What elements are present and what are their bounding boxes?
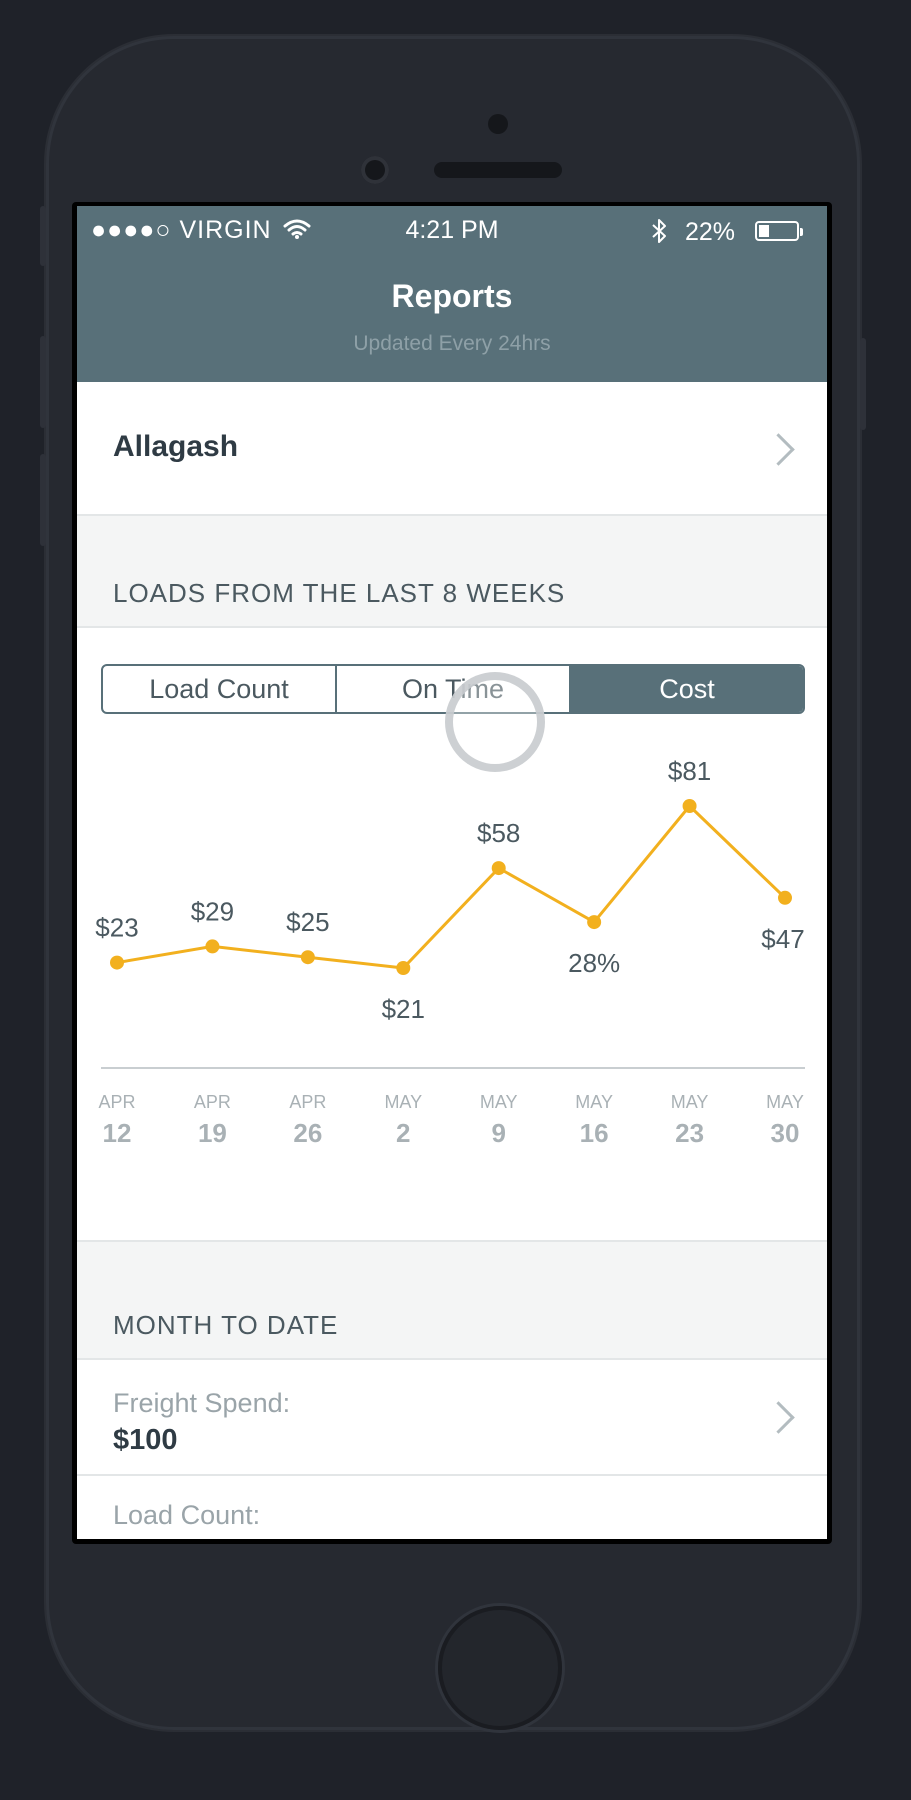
data-label: 28% <box>568 948 620 978</box>
carrier-label: ●●●●○ VIRGIN <box>91 216 272 244</box>
x-tick-day: 30 <box>771 1118 800 1148</box>
data-label: $21 <box>382 994 425 1024</box>
x-tick-month: MAY <box>671 1092 709 1112</box>
data-label: $81 <box>668 756 711 786</box>
data-label: $23 <box>95 913 138 943</box>
freight-spend-row[interactable]: Freight Spend: $100 <box>77 1360 827 1476</box>
data-point <box>778 890 792 905</box>
x-tick-month: MAY <box>480 1092 518 1112</box>
proximity-sensor <box>488 114 508 134</box>
x-tick-month: MAY <box>575 1092 613 1112</box>
cost-line-chart: $23 APR 12 $29 APR 19 $25 APR 26 $21 MAY 2 $58 MAY 9 28… <box>95 756 805 1148</box>
x-tick-day: 16 <box>580 1118 609 1148</box>
x-tick-day: 26 <box>293 1118 322 1148</box>
volume-up-button <box>40 336 46 428</box>
mute-switch <box>40 206 46 266</box>
data-label: $25 <box>286 907 329 937</box>
company-name: Allagash <box>113 430 239 463</box>
month-to-date-card: Freight Spend: $100 Load Count: <box>77 1358 827 1539</box>
load-count-label: Load Count: <box>113 1500 261 1530</box>
freight-spend-value: $100 <box>113 1424 178 1456</box>
status-bar: ●●●●○ VIRGIN 4:21 PM 22% <box>77 206 827 256</box>
x-tick-month: APR <box>289 1092 326 1112</box>
data-point <box>491 861 506 876</box>
data-point <box>300 950 315 965</box>
x-tick-day: 12 <box>103 1118 132 1148</box>
power-button <box>860 338 866 430</box>
data-point <box>110 955 124 970</box>
data-point <box>205 939 220 954</box>
page-subtitle: Updated Every 24hrs <box>353 332 551 355</box>
x-tick-day: 23 <box>675 1118 704 1148</box>
tab-load-count[interactable]: Load Count <box>103 666 337 712</box>
x-tick-month: APR <box>194 1092 231 1112</box>
volume-down-button <box>40 454 46 546</box>
tab-cost[interactable]: Cost <box>571 666 803 712</box>
data-label: $29 <box>191 896 234 926</box>
data-point <box>396 961 411 975</box>
battery-icon <box>755 221 803 241</box>
data-point <box>682 799 697 813</box>
battery-fill <box>759 225 769 237</box>
freight-spend-label: Freight Spend: <box>113 1388 291 1418</box>
company-selector[interactable]: Allagash <box>77 382 827 516</box>
data-label: $58 <box>477 818 520 848</box>
reports-header: ●●●●○ VIRGIN 4:21 PM 22% Reports Updated… <box>77 206 827 382</box>
x-tick-day: 2 <box>396 1118 410 1148</box>
front-camera <box>361 156 389 184</box>
cost-series-line <box>116 803 787 970</box>
mtd-section-heading: MONTH TO DATE <box>113 1310 339 1340</box>
clock-time: 4:21 PM <box>405 216 499 244</box>
chevron-right-icon <box>762 433 795 466</box>
bluetooth-icon <box>652 219 666 243</box>
home-button[interactable] <box>438 1606 562 1730</box>
battery-percent: 22% <box>685 218 736 246</box>
chevron-right-icon <box>762 1401 795 1434</box>
x-tick-day: 19 <box>198 1118 227 1148</box>
x-tick-month: APR <box>98 1092 135 1112</box>
x-tick-month: MAY <box>384 1092 422 1112</box>
battery-nub <box>800 228 803 236</box>
app-screen: ●●●●○ VIRGIN 4:21 PM 22% Reports Updated… <box>77 206 827 1539</box>
touch-indicator <box>445 672 545 772</box>
data-point <box>587 915 602 930</box>
data-label: $47 <box>761 924 804 954</box>
wifi-icon <box>283 219 311 239</box>
loads-section-heading: LOADS FROM THE LAST 8 WEEKS <box>113 578 566 608</box>
earpiece-speaker <box>434 162 562 178</box>
x-tick-month: MAY <box>766 1092 804 1112</box>
page-title: Reports <box>391 278 513 314</box>
x-tick-day: 9 <box>491 1118 505 1148</box>
